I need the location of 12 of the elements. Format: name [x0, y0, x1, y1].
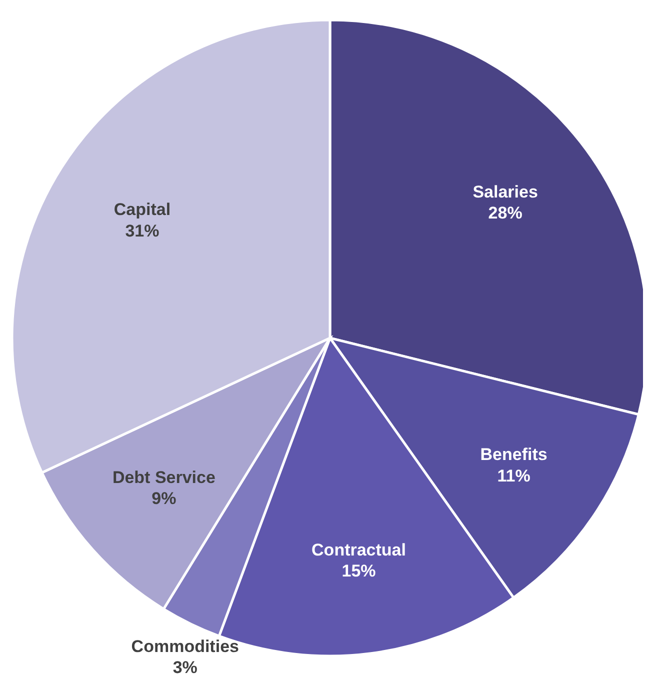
data-label: 28% — [488, 204, 522, 223]
slice-label: Commodities — [131, 636, 239, 656]
slice-label: Capital — [114, 200, 171, 220]
slice-label: Contractual — [312, 540, 406, 560]
data-label: 3% — [172, 658, 198, 678]
data-label: 9% — [152, 489, 176, 508]
data-label: 31% — [125, 221, 160, 240]
data-label: 15% — [342, 562, 376, 581]
slice-label: Benefits — [480, 445, 548, 464]
slice-label: Salaries — [472, 182, 538, 202]
slice-label: Debt Service — [112, 468, 216, 487]
data-label: 11% — [497, 466, 530, 486]
